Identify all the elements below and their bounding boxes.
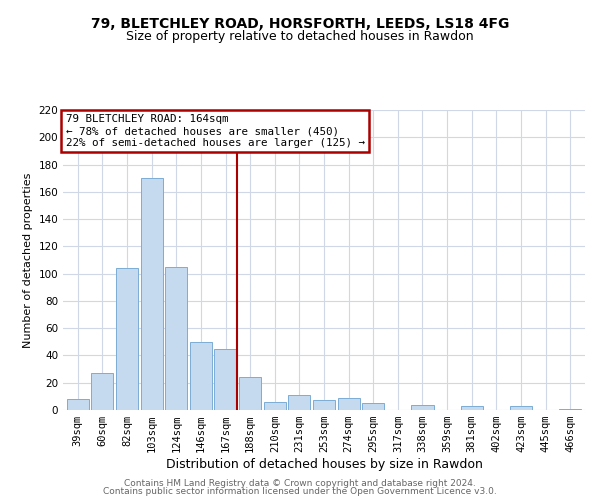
Bar (140, 178, 163, 410)
Bar (214, 348, 236, 410)
Bar (239, 378, 261, 410)
Bar (559, 408, 581, 410)
Bar (338, 398, 360, 410)
Bar (288, 395, 310, 410)
Bar (263, 402, 286, 410)
Bar (165, 267, 187, 410)
Text: 79 BLETCHLEY ROAD: 164sqm
← 78% of detached houses are smaller (450)
22% of semi: 79 BLETCHLEY ROAD: 164sqm ← 78% of detac… (65, 114, 365, 148)
Bar (190, 342, 212, 410)
Bar (510, 406, 532, 410)
Bar (313, 400, 335, 410)
Bar (362, 403, 385, 410)
Text: Contains HM Land Registry data © Crown copyright and database right 2024.: Contains HM Land Registry data © Crown c… (124, 478, 476, 488)
X-axis label: Distribution of detached houses by size in Rawdon: Distribution of detached houses by size … (166, 458, 482, 471)
Text: 79, BLETCHLEY ROAD, HORSFORTH, LEEDS, LS18 4FG: 79, BLETCHLEY ROAD, HORSFORTH, LEEDS, LS… (91, 18, 509, 32)
Bar (67, 399, 89, 410)
Bar (461, 406, 483, 410)
Bar (412, 404, 434, 410)
Bar (91, 373, 113, 410)
Text: Contains public sector information licensed under the Open Government Licence v3: Contains public sector information licen… (103, 487, 497, 496)
Bar (116, 268, 138, 410)
Y-axis label: Number of detached properties: Number of detached properties (23, 172, 33, 348)
Text: Size of property relative to detached houses in Rawdon: Size of property relative to detached ho… (126, 30, 474, 43)
